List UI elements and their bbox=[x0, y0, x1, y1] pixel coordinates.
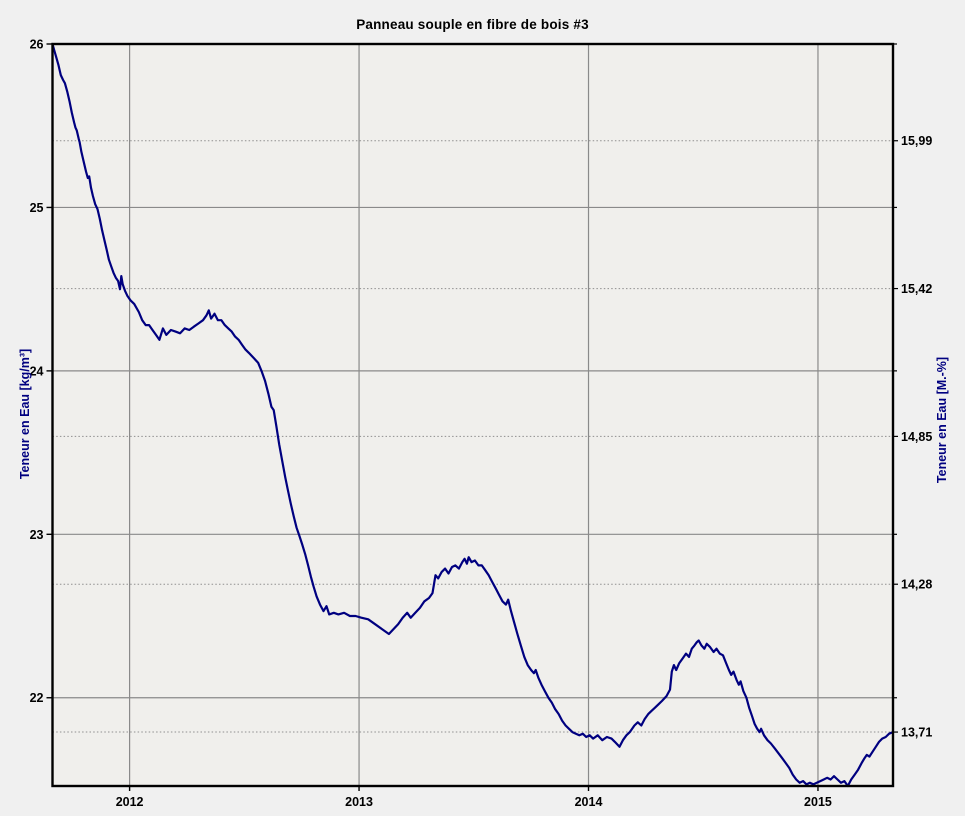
y-left-tick-label: 24 bbox=[30, 364, 44, 378]
x-tick-label: 2015 bbox=[804, 795, 832, 809]
y-left-axis-title: Teneur en Eau [kg/m³] bbox=[18, 348, 32, 480]
x-tick-label: 2014 bbox=[575, 795, 603, 809]
chart-title: Panneau souple en fibre de bois #3 bbox=[356, 17, 589, 32]
y-right-tick-label: 14,85 bbox=[901, 430, 932, 444]
y-right-tick-label: 15,42 bbox=[901, 282, 932, 296]
y-right-tick-label: 15,99 bbox=[901, 134, 932, 148]
y-left-tick-label: 23 bbox=[30, 528, 44, 542]
y-right-tick-label: 13,71 bbox=[901, 726, 932, 740]
y-right-tick-label: 14,28 bbox=[901, 578, 932, 592]
plot-border bbox=[51, 42, 895, 788]
y-left-tick-label: 22 bbox=[30, 691, 44, 705]
y-left-tick-label: 25 bbox=[30, 201, 44, 215]
x-tick-label: 2013 bbox=[345, 795, 373, 809]
y-right-axis-title: Teneur en Eau [M.-%] bbox=[935, 356, 949, 484]
series-line bbox=[51, 42, 895, 788]
plot-background bbox=[52, 44, 893, 786]
y-left-tick-label: 26 bbox=[30, 38, 44, 52]
x-tick-label: 2012 bbox=[116, 795, 144, 809]
